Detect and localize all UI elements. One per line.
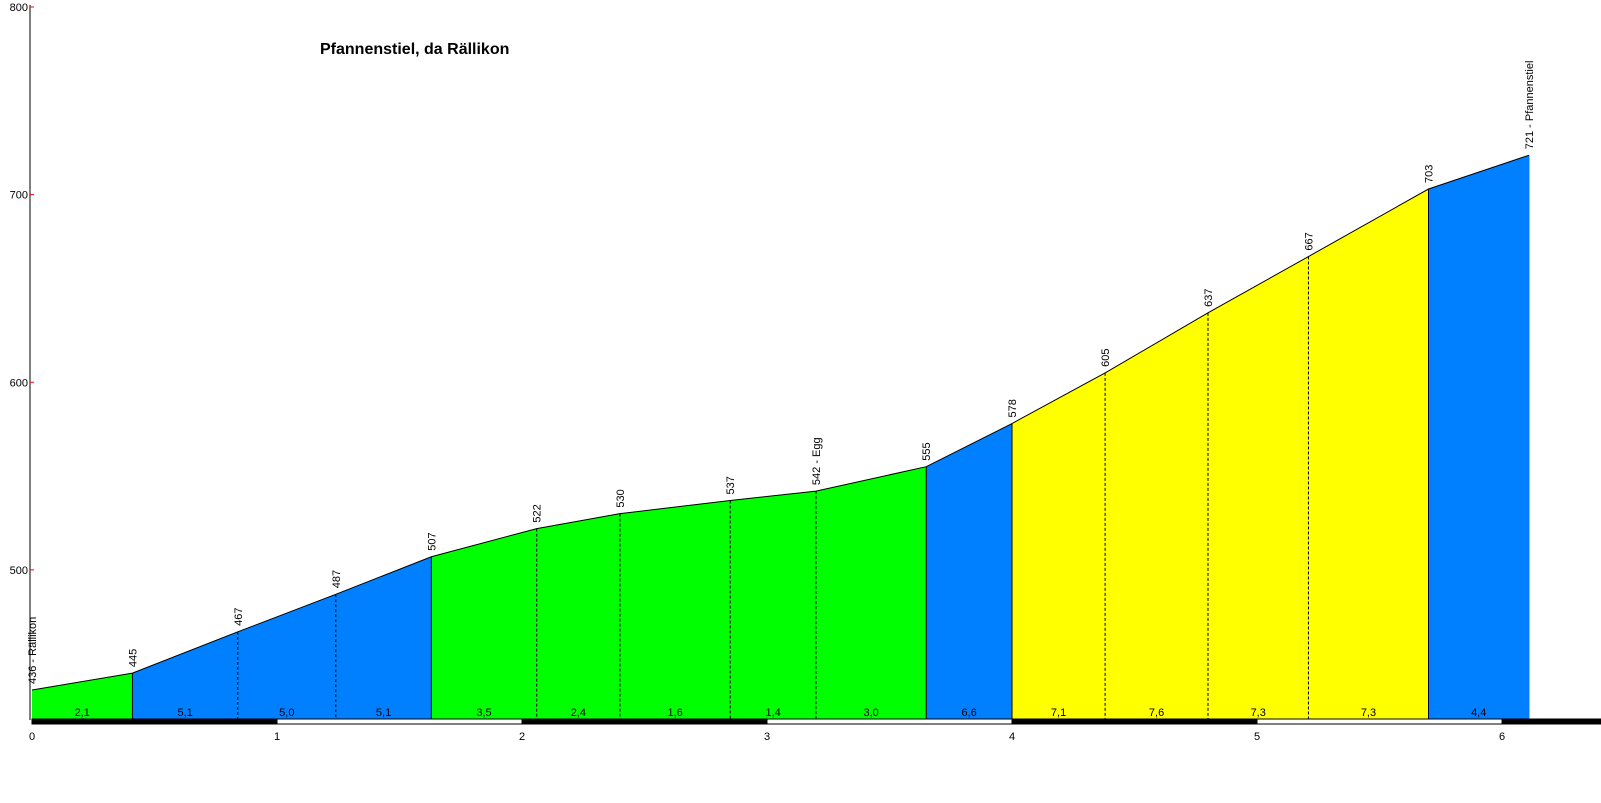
profile-line (31, 154, 1530, 691)
gradient-label: 1,4 (765, 707, 780, 719)
profile-segment (32, 673, 133, 720)
profile-segment (132, 631, 238, 720)
elevation-label: 578 (1007, 399, 1019, 417)
distance-scale-bar (31, 718, 1601, 725)
gradient-label: 7,3 (1361, 707, 1376, 719)
gradient-label: 7,3 (1251, 707, 1266, 719)
profile-segment (1105, 312, 1208, 720)
x-tick-label: 2 (519, 731, 525, 743)
profile-segment (926, 423, 1012, 720)
scale-bar-block (521, 718, 768, 725)
gradient-label: 5,1 (177, 707, 192, 719)
elevation-labels: 436 - Rällikon 445 467 487 507 522 530 537 542 -… (27, 61, 1536, 684)
scale-bar-block (766, 718, 1013, 725)
elevation-label: 542 - Egg (811, 437, 823, 485)
profile-segment (816, 466, 927, 720)
gradient-label: 2,4 (571, 707, 586, 719)
gradient-label: 7,6 (1149, 707, 1164, 719)
elevation-label: 667 (1303, 232, 1315, 250)
gradient-label: 1,6 (667, 707, 682, 719)
profile-segment (335, 556, 432, 720)
profile-segment (620, 500, 731, 720)
profile-segment (1308, 189, 1429, 720)
elevation-label: 467 (233, 607, 245, 625)
axes: 500 600 700 800 0 1 2 3 4 5 6 (10, 2, 1505, 743)
gradient-label: 3,5 (476, 707, 491, 719)
scale-bar-block (31, 718, 278, 725)
gradient-label: 5,1 (376, 707, 391, 719)
y-tick-label: 800 (10, 2, 28, 14)
elevation-label: 703 (1424, 165, 1436, 183)
elevation-label: 555 (921, 442, 933, 460)
x-tick-label: 5 (1254, 731, 1260, 743)
profile-segment (1428, 155, 1529, 720)
scale-bar-block (1011, 718, 1258, 725)
profile-segment (536, 513, 620, 720)
elevation-label: 605 (1100, 349, 1112, 367)
profile-segment (1012, 372, 1106, 720)
profile-segments (32, 155, 1529, 720)
profile-segment (431, 528, 537, 720)
gradient-label: 4,4 (1471, 707, 1486, 719)
elevation-label: 507 (426, 532, 438, 550)
x-tick-label: 0 (29, 731, 35, 743)
elevation-line (31, 154, 1530, 691)
x-tick-label: 4 (1009, 731, 1015, 743)
x-tick-label: 3 (764, 731, 770, 743)
elevation-label: 445 (127, 649, 139, 667)
y-tick-label: 500 (10, 565, 28, 577)
scale-bar-block (1502, 719, 1601, 724)
gradient-labels: 2,1 5,1 5,0 5,1 3,5 2,4 1,6 1,4 3,0 6,6 7,1 7,6 7,3 7… (75, 707, 1487, 719)
gradient-label: 7,1 (1051, 707, 1066, 719)
x-tick-label: 6 (1499, 731, 1505, 743)
profile-segment (730, 491, 816, 720)
segment-dividers (131, 155, 1530, 720)
x-tick-label: 1 (274, 731, 280, 743)
elevation-label: 530 (615, 489, 627, 507)
gradient-label: 5,0 (279, 707, 294, 719)
profile-segment (237, 594, 336, 720)
elevation-label: 637 (1203, 288, 1215, 306)
profile-segment (1208, 256, 1309, 720)
y-tick-label: 700 (10, 190, 28, 202)
gradient-label: 6,6 (961, 707, 976, 719)
gradient-label: 3,0 (863, 707, 878, 719)
elevation-label: 721 - Pfannenstiel (1524, 61, 1536, 150)
elevation-label: 522 (532, 504, 544, 522)
chart-title: Pfannenstiel, da Rällikon (320, 41, 509, 58)
scale-bar-block (1256, 718, 1503, 725)
elevation-label: 436 - Rällikon (27, 617, 39, 684)
gradient-label: 2,1 (75, 707, 90, 719)
scale-bar-block (276, 718, 523, 725)
elevation-label: 537 (725, 476, 737, 494)
y-tick-label: 600 (10, 377, 28, 389)
elevation-label: 487 (331, 570, 343, 588)
